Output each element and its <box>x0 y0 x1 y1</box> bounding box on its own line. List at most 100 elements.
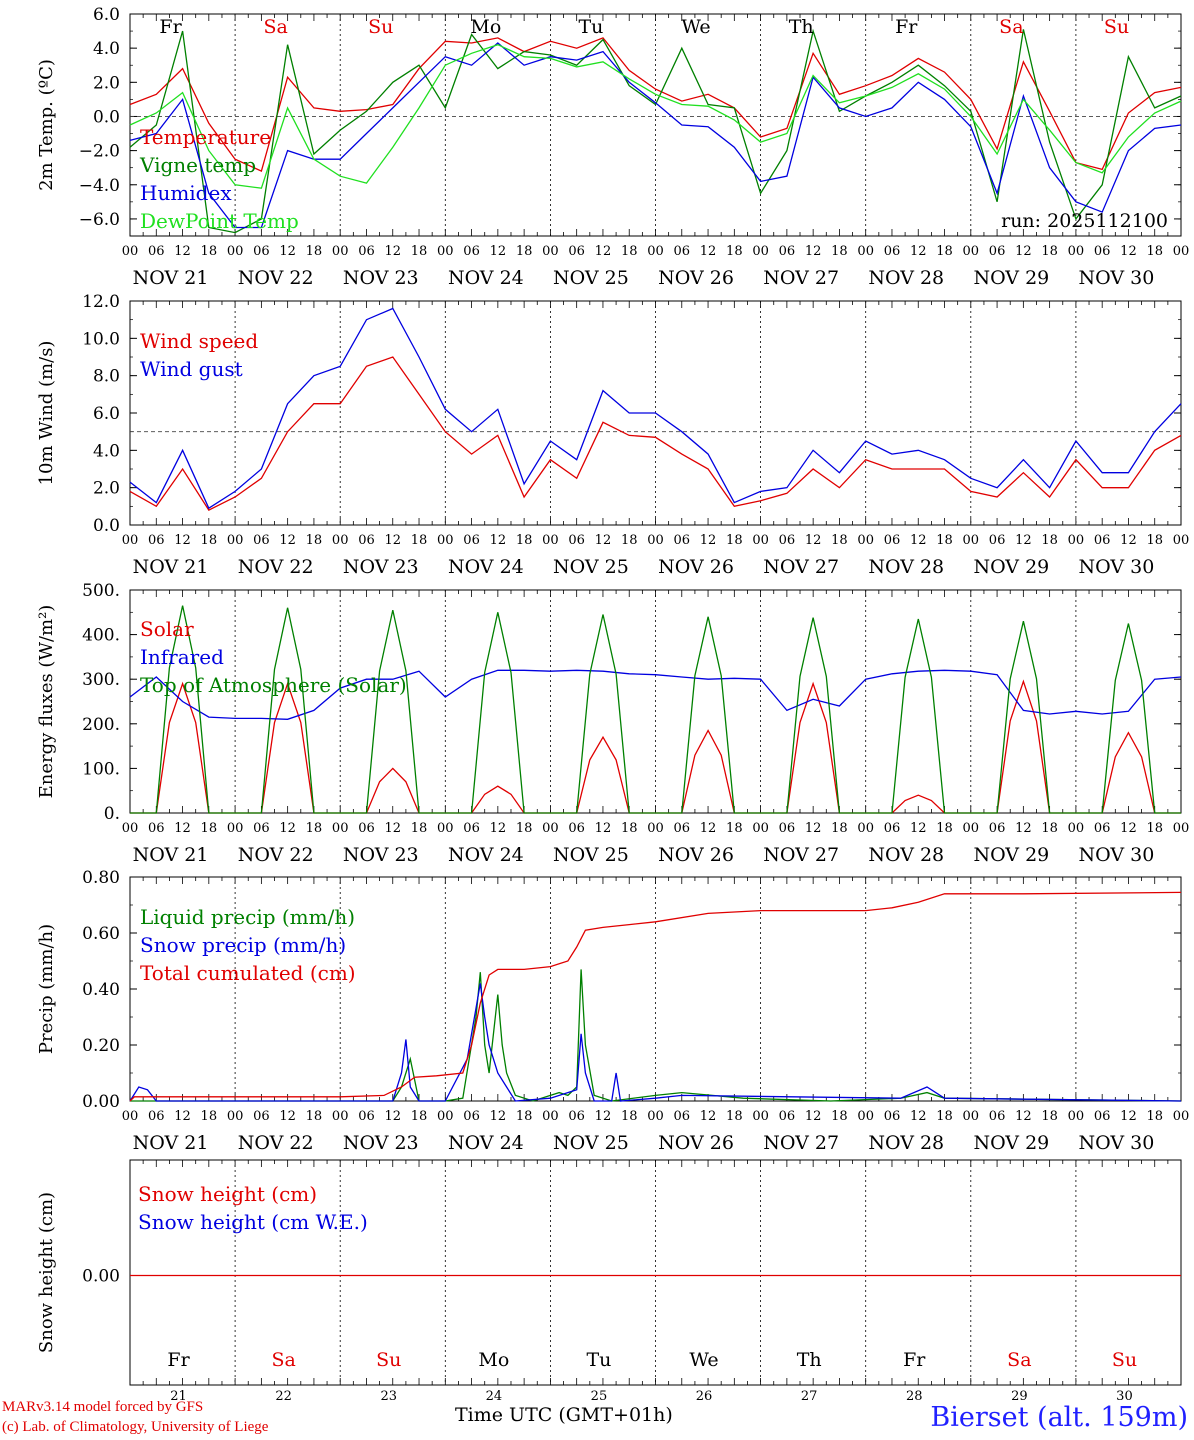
hour-label: 00 <box>227 244 244 259</box>
date-label: NOV 22 <box>238 267 314 289</box>
hour-label: 18 <box>621 244 638 259</box>
hour-label: 00 <box>647 533 664 548</box>
day-name: Mo <box>478 1349 509 1371</box>
hour-label: 12 <box>595 821 612 836</box>
hour-label: 12 <box>1120 1109 1137 1124</box>
hour-label: 12 <box>595 1109 612 1124</box>
hour-label: 00 <box>647 821 664 836</box>
day-number: 24 <box>486 1389 503 1404</box>
y-tick-label: −4.0 <box>79 176 120 196</box>
series-line <box>130 605 1181 814</box>
y-tick-label: 2.0 <box>93 73 120 93</box>
hour-label: 00 <box>332 821 349 836</box>
hour-label: 18 <box>411 821 428 836</box>
day-number: 29 <box>1011 1389 1028 1404</box>
hour-label: 18 <box>516 244 533 259</box>
hour-label: 18 <box>936 533 953 548</box>
series-line <box>130 969 1182 1102</box>
hour-label: 06 <box>463 533 480 548</box>
day-number: 21 <box>170 1389 187 1404</box>
hour-label: 18 <box>831 821 848 836</box>
series-line <box>129 42 1182 229</box>
y-axis-title: Energy fluxes (W/m²) <box>36 605 57 799</box>
hour-label: 12 <box>700 1109 717 1124</box>
date-label: NOV 25 <box>553 844 629 866</box>
hour-label: 00 <box>542 821 559 836</box>
hour-label: 18 <box>1146 244 1163 259</box>
hour-label: 06 <box>568 533 585 548</box>
y-tick-label: 2.0 <box>93 479 120 499</box>
hour-label: 12 <box>805 244 822 259</box>
y-tick-label: 10.0 <box>82 329 120 349</box>
hour-label: 06 <box>568 821 585 836</box>
hour-label: 06 <box>358 244 375 259</box>
hour-label: 12 <box>910 1109 927 1124</box>
date-label: NOV 28 <box>868 267 944 289</box>
hour-label: 12 <box>384 533 401 548</box>
date-label: NOV 24 <box>448 556 524 578</box>
hour-label: 06 <box>358 1109 375 1124</box>
hour-label: 12 <box>700 821 717 836</box>
hour-label: 12 <box>174 821 191 836</box>
day-name: We <box>681 16 710 38</box>
day-number: 28 <box>906 1389 923 1404</box>
hour-label: 06 <box>148 244 165 259</box>
hour-label: 12 <box>384 1109 401 1124</box>
legend-entry: Top of Atmosphere (Solar) <box>140 673 407 697</box>
hour-label: 06 <box>989 244 1006 259</box>
hour-label: 12 <box>384 821 401 836</box>
hour-label: 12 <box>595 244 612 259</box>
date-label: NOV 23 <box>343 1132 419 1154</box>
y-tick-label: −2.0 <box>79 142 120 162</box>
date-label: NOV 22 <box>238 556 314 578</box>
date-label: NOV 29 <box>973 267 1049 289</box>
hour-label: 12 <box>490 533 507 548</box>
legend-entry: Snow height (cm) <box>138 1182 317 1206</box>
hour-label: 00 <box>122 821 139 836</box>
hour-label: 00 <box>647 244 664 259</box>
hour-label: 18 <box>831 244 848 259</box>
y-tick-label: 0.20 <box>82 1036 120 1056</box>
legend-entry: Infrared <box>140 645 224 669</box>
y-tick-label: 0.0 <box>93 516 120 536</box>
day-number: 27 <box>801 1389 818 1404</box>
legend-entry: Temperature <box>140 125 271 149</box>
hour-label: 18 <box>516 821 533 836</box>
y-tick-label: 0.80 <box>82 868 120 888</box>
series-line <box>129 983 1182 1102</box>
hour-label: 12 <box>490 821 507 836</box>
date-label: NOV 21 <box>133 556 209 578</box>
hour-label: 06 <box>779 244 796 259</box>
hour-label: 00 <box>122 1109 139 1124</box>
hour-label: 06 <box>463 1109 480 1124</box>
date-label: NOV 21 <box>133 1132 209 1154</box>
series-line <box>129 356 1182 511</box>
hour-label: 12 <box>174 1109 191 1124</box>
hour-label: 00 <box>437 1109 454 1124</box>
hour-label: 00 <box>227 1109 244 1124</box>
day-name: Fr <box>903 1349 926 1371</box>
day-name: Su <box>368 16 393 38</box>
date-label: NOV 27 <box>763 267 839 289</box>
hour-label: 00 <box>122 533 139 548</box>
date-label: NOV 24 <box>448 1132 524 1154</box>
hour-label: 00 <box>332 244 349 259</box>
hour-label: 06 <box>253 244 270 259</box>
hour-label: 12 <box>384 244 401 259</box>
legend-entry: Solar <box>140 617 194 641</box>
hour-label: 18 <box>411 1109 428 1124</box>
y-tick-label: 4.0 <box>93 39 120 59</box>
date-label: NOV 25 <box>553 556 629 578</box>
hour-label: 00 <box>857 1109 874 1124</box>
day-name: Tu <box>586 1349 611 1371</box>
y-tick-label: 200. <box>82 715 120 735</box>
day-number: 30 <box>1116 1389 1133 1404</box>
hour-label: 12 <box>490 1109 507 1124</box>
hour-label: 18 <box>726 1109 743 1124</box>
y-tick-label: 8.0 <box>93 367 120 387</box>
hour-label: 12 <box>279 1109 296 1124</box>
date-label: NOV 27 <box>763 556 839 578</box>
day-name: Fr <box>167 1349 190 1371</box>
hour-label: 12 <box>1015 533 1032 548</box>
hour-label: 00 <box>1068 533 1085 548</box>
